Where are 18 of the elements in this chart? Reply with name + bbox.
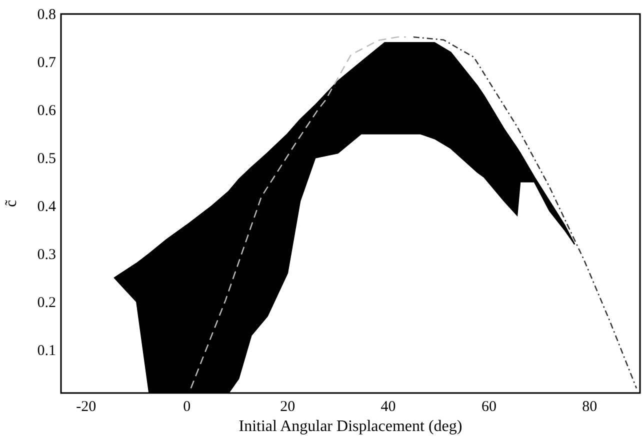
y-tick-label: 0.5 bbox=[37, 150, 56, 167]
y-axis-title: c̃ bbox=[3, 199, 20, 208]
x-tick-label: 0 bbox=[183, 399, 191, 415]
x-tick-label: 40 bbox=[380, 399, 396, 415]
y-tick-label: 0.1 bbox=[37, 342, 56, 359]
x-tick-label: 20 bbox=[280, 399, 296, 415]
y-tick-label: 0.3 bbox=[37, 246, 56, 263]
y-tick-label: 0.8 bbox=[37, 7, 56, 23]
y-tick-label: 0.4 bbox=[37, 198, 56, 215]
y-tick-label: 0.2 bbox=[37, 294, 56, 311]
x-tick-label: 60 bbox=[481, 399, 496, 415]
y-tick-label: 0.6 bbox=[37, 102, 56, 119]
x-tick-label: -20 bbox=[76, 399, 96, 415]
line-series bbox=[412, 36, 638, 389]
x-axis-title: Initial Angular Displacement (deg) bbox=[238, 418, 462, 435]
x-tick-label: 80 bbox=[582, 399, 598, 415]
y-tick-label: 0.7 bbox=[37, 54, 56, 71]
line-series bbox=[190, 36, 407, 389]
